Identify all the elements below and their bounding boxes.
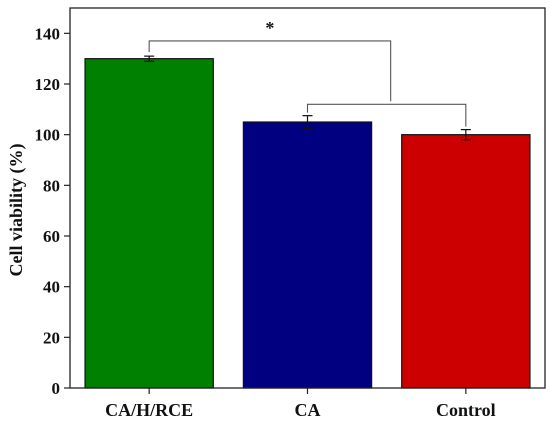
y-tick-label-0: 0 [52, 379, 61, 398]
y-tick-label-120: 120 [35, 75, 61, 94]
significance-bracket-outer [148, 40, 392, 102]
y-tick-label-140: 140 [35, 24, 61, 43]
significance-bracket-inner [306, 103, 467, 127]
y-tick-label-20: 20 [43, 328, 60, 347]
plot-frame [69, 7, 546, 389]
bar-CA/H/RCE [84, 58, 214, 389]
y-tick-label-80: 80 [43, 176, 60, 195]
x-tick-label-CA/H/RCE: CA/H/RCE [105, 400, 193, 420]
x-tick-label-Control: Control [436, 400, 496, 420]
y-tick-label-40: 40 [43, 278, 60, 297]
bar-CA [242, 121, 373, 389]
y-axis-title: Cell viability (%) [6, 144, 27, 277]
x-tick-label-CA: CA [295, 400, 321, 420]
y-tick-label-60: 60 [43, 227, 60, 246]
plot-area: 0 20 40 60 80 100 120 140 CA/H/RCE CA Control * [35, 18, 531, 420]
significance-label: * [265, 18, 274, 38]
bar-Control [401, 134, 531, 389]
y-tick-label-100: 100 [35, 126, 61, 145]
